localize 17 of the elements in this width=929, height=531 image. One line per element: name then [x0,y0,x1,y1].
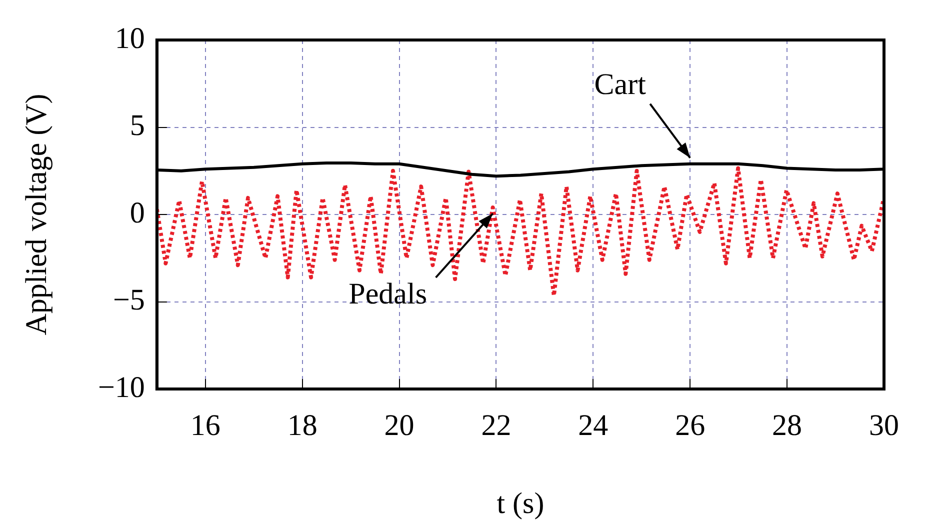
text: Cart [594,68,647,101]
x-axis-title: t (s) [496,486,544,520]
x-tick-label: 30 [869,408,899,442]
y-tick-label: 10 [114,22,145,55]
y-axis-title: Applied voltage (V) [20,94,53,336]
x-tick-label: 20 [384,408,414,442]
series-label: Pedals [348,277,427,310]
y-tick-label: 5 [130,109,145,142]
x-tick-label: 28 [772,408,802,442]
x-tick-label: 24 [578,408,608,442]
y-tick-label: −10 [98,370,145,404]
y-tick-label: 0 [130,196,145,230]
x-tick-label: 22 [481,408,512,442]
x-tick-label: 16 [190,408,220,442]
x-tick-label: 26 [675,408,706,442]
y-tick-label: −5 [112,284,145,317]
x-tick-label: 18 [287,408,318,442]
